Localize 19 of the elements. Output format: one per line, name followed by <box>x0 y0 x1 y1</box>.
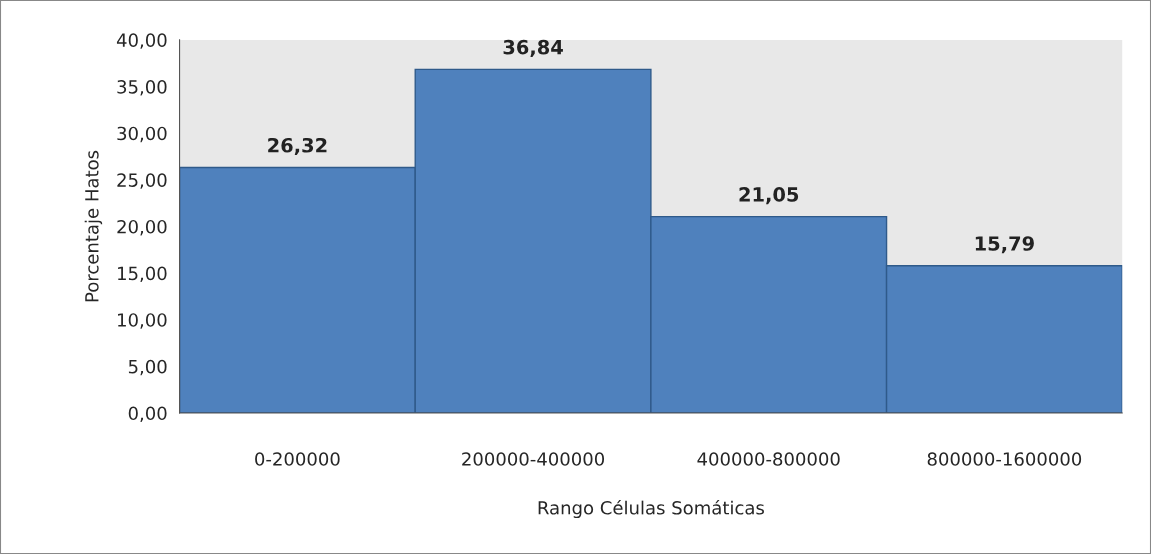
y-tick-label: 40,00 <box>116 33 167 49</box>
x-tick-label: 400000-800000 <box>697 452 840 466</box>
data-label: 26,32 <box>268 137 327 156</box>
y-tick-label: 15,00 <box>118 266 167 283</box>
x-axis-title: Rango Células Somáticas <box>538 499 764 519</box>
y-tick-label: 35,00 <box>117 79 167 96</box>
y-tick-label: 10,00 <box>118 313 167 329</box>
x-tick-label: 200000-400000 <box>462 452 605 466</box>
x-tick-label: 800000-1600000 <box>927 452 1082 466</box>
y-tick-label: 30,00 <box>117 126 167 143</box>
data-label: 15,79 <box>975 236 1034 254</box>
y-tick-label: 25,00 <box>117 173 167 189</box>
data-label: 36,84 <box>503 39 563 57</box>
x-tick-label: 0-200000 <box>255 452 340 466</box>
y-tick-label: 20,00 <box>117 219 167 236</box>
y-tick-label: 5,00 <box>128 359 167 376</box>
y-axis-title: Porcentaje Hatos <box>84 150 103 302</box>
data-label: 21,05 <box>739 187 799 205</box>
y-tick-label: 0,00 <box>128 406 167 422</box>
